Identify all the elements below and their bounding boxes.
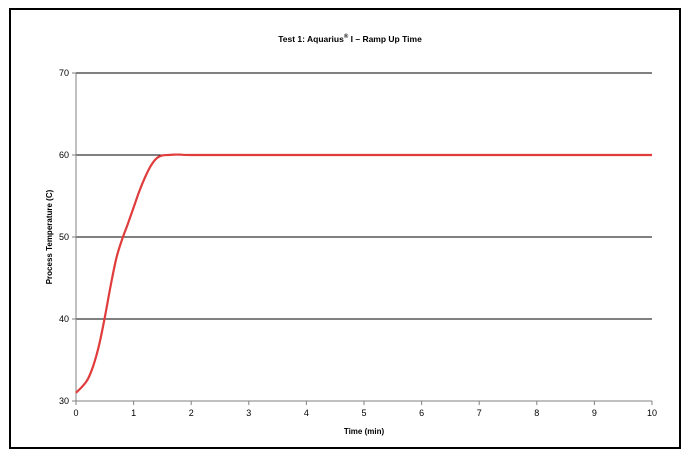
y-tick-label-40: 40 <box>59 314 69 324</box>
x-tick-label-7: 7 <box>477 408 482 418</box>
x-tick-label-2: 2 <box>189 408 194 418</box>
y-tick-label-60: 60 <box>59 150 69 160</box>
x-tick-label-3: 3 <box>246 408 251 418</box>
chart-title: Test 1: Aquarius® I – Ramp Up Time <box>278 33 422 44</box>
x-tick-label-0: 0 <box>73 408 78 418</box>
x-tick-label-9: 9 <box>592 408 597 418</box>
chart-title-rest: I – Ramp Up Time <box>348 34 422 44</box>
x-tick-label-5: 5 <box>361 408 366 418</box>
x-tick-label-8: 8 <box>534 408 539 418</box>
y-tick-label-50: 50 <box>59 232 69 242</box>
y-axis-ticks: 30 40 50 60 70 <box>59 68 76 406</box>
x-axis-ticks: 0 1 2 3 4 5 6 7 8 9 10 <box>73 401 657 418</box>
y-tick-label-30: 30 <box>59 396 69 406</box>
x-tick-label-10: 10 <box>647 408 657 418</box>
y-tick-label-70: 70 <box>59 68 69 78</box>
series-line-0 <box>75 153 652 394</box>
chart-frame <box>9 8 681 449</box>
x-tick-label-4: 4 <box>304 408 309 418</box>
grid-lines <box>76 72 652 320</box>
chart-title-main: Test 1: Aquarius <box>278 34 344 44</box>
x-tick-label-6: 6 <box>419 408 424 418</box>
series-layer <box>75 153 652 394</box>
x-tick-label-1: 1 <box>131 408 136 418</box>
x-axis-label: Time (min) <box>344 427 385 436</box>
y-axis-label: Process Temperature (C) <box>45 189 54 284</box>
chart-title-superscript: ® <box>344 33 349 40</box>
